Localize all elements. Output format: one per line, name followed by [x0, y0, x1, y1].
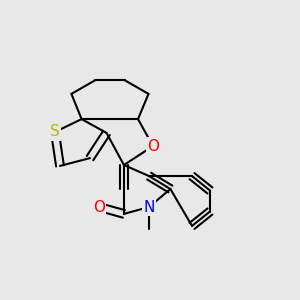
- Text: N: N: [143, 200, 155, 214]
- Text: S: S: [50, 124, 60, 140]
- Text: O: O: [147, 139, 159, 154]
- Text: O: O: [93, 200, 105, 214]
